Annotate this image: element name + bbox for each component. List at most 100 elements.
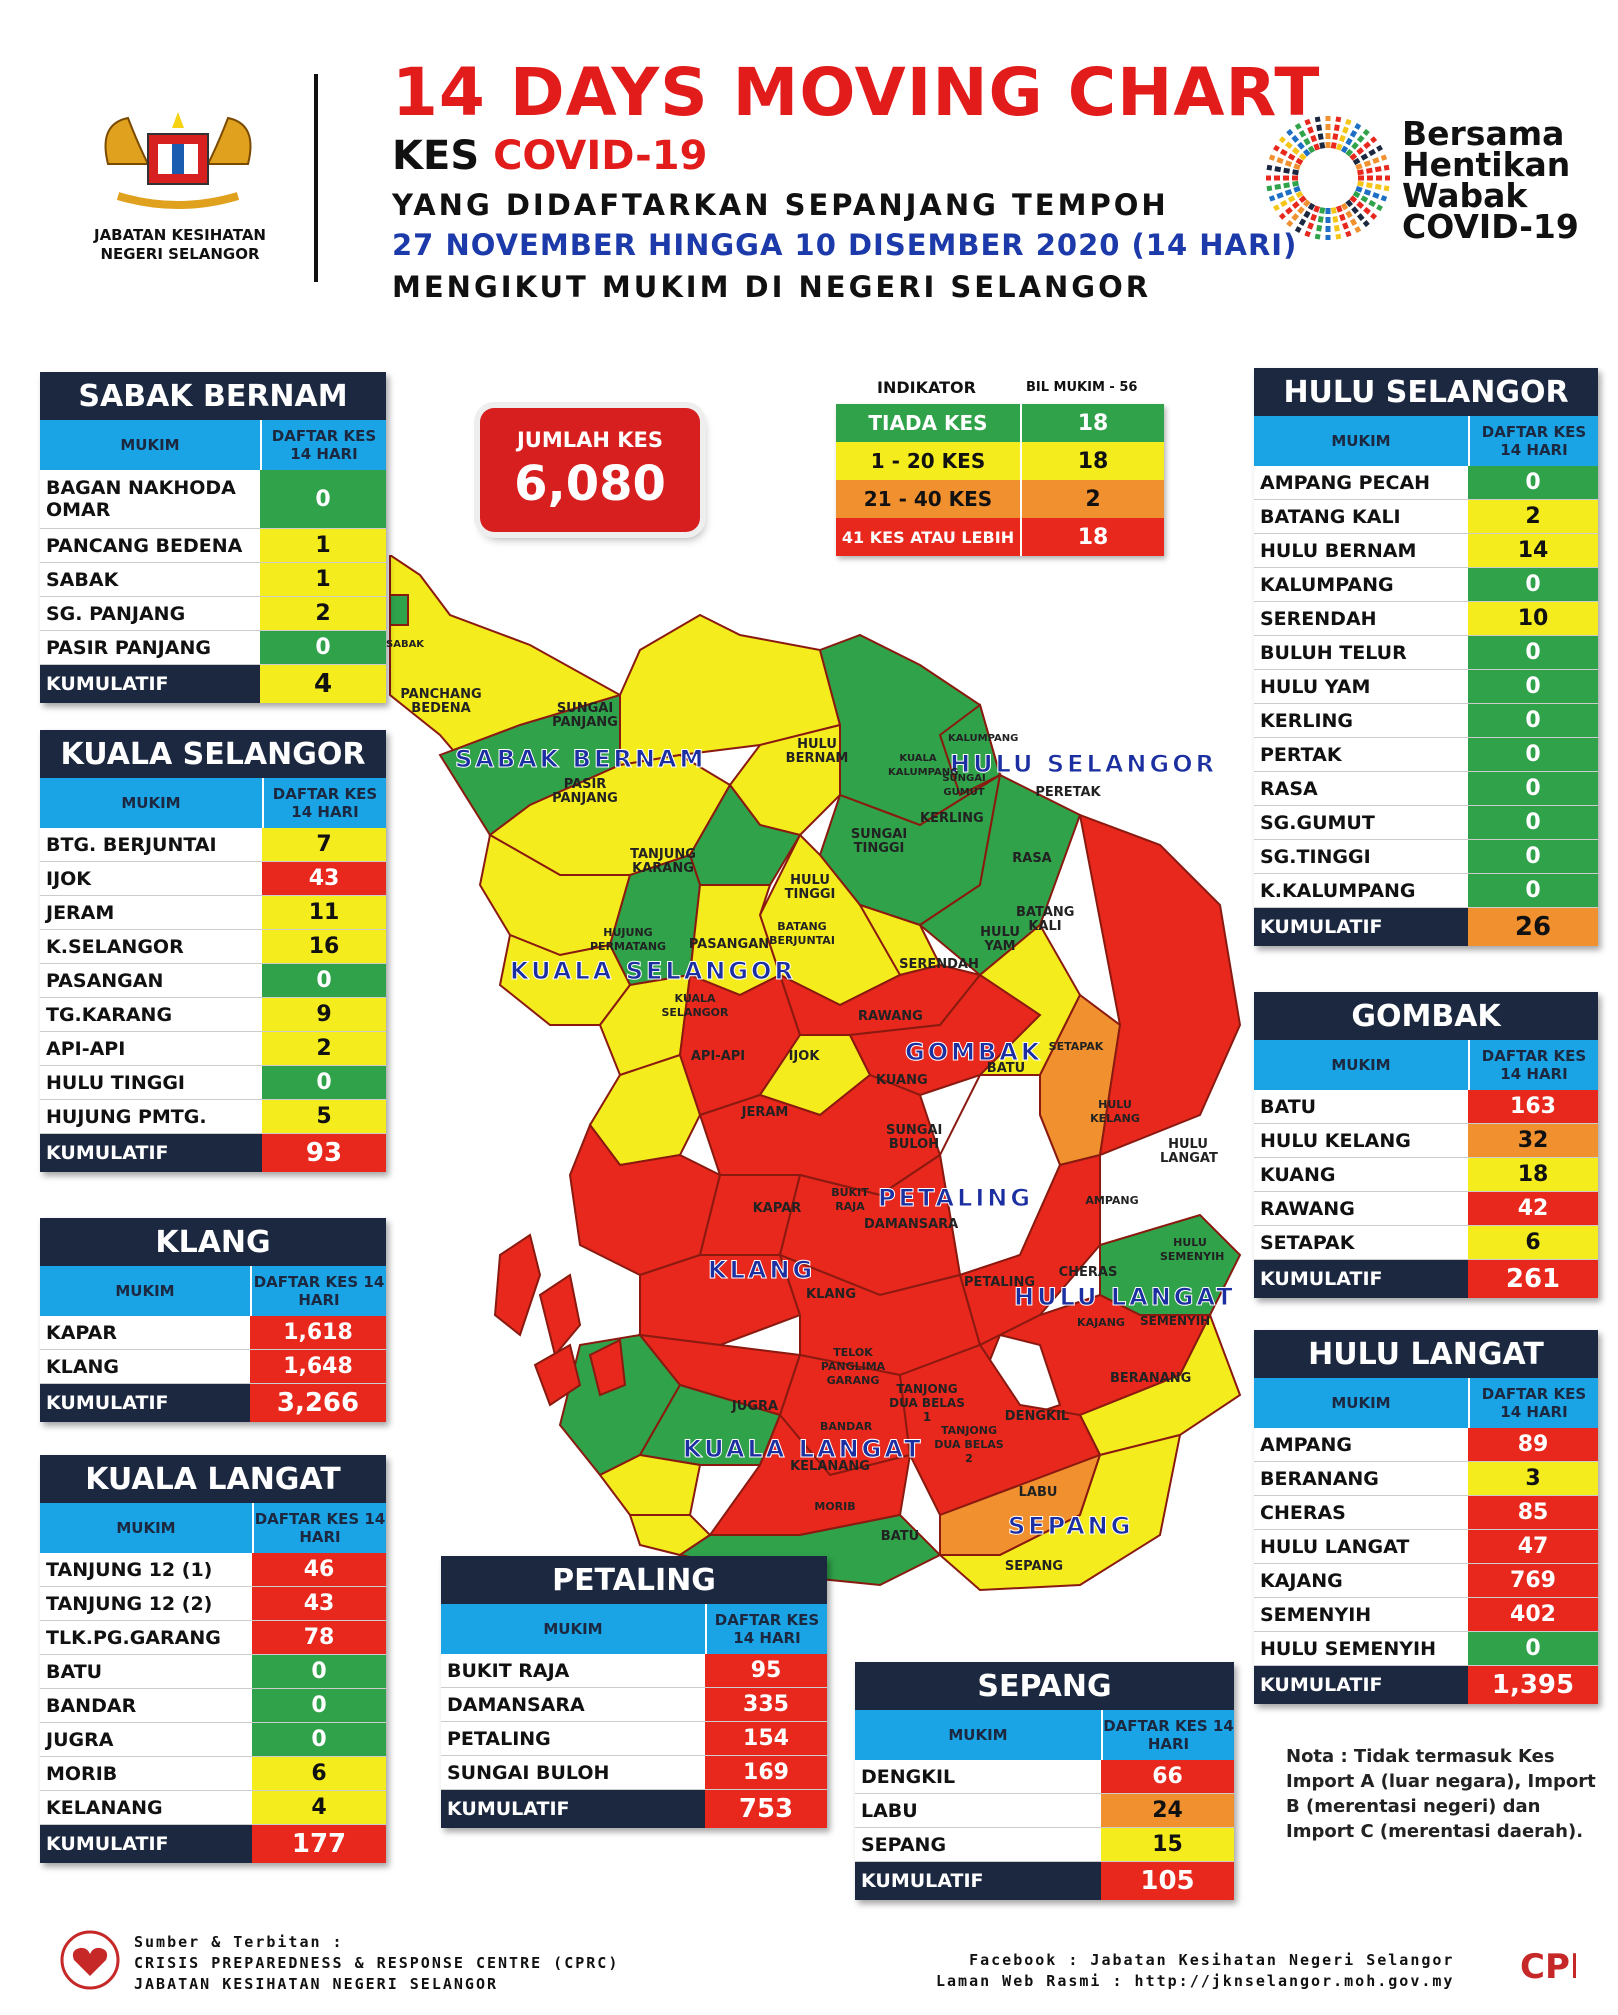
cumulative-label: KUMULATIF	[46, 1392, 169, 1414]
table-row: RASA 0	[1254, 772, 1598, 806]
case-count: 14	[1468, 534, 1598, 567]
table-petaling: PETALING MUKIM DAFTAR KES 14 HARI BUKIT RAJ…	[441, 1556, 827, 1828]
map-label-petaling: PETALING	[877, 1184, 1034, 1213]
table-row: HULU YAM 0	[1254, 670, 1598, 704]
map-label-kuala-langat: KUALA LANGAT	[682, 1435, 924, 1464]
table-gombak: GOMBAK MUKIM DAFTAR KES 14 HARI BATU 163 HULU…	[1254, 992, 1598, 1298]
case-count: 2	[260, 597, 386, 630]
table-header: MUKIM DAFTAR KES 14 HARI	[40, 778, 386, 828]
case-count: 3	[1468, 1462, 1598, 1495]
map-mukim-label: PETALING	[964, 1275, 1035, 1290]
cumulative-value: 3,266	[250, 1384, 386, 1422]
case-count: 24	[1101, 1794, 1234, 1827]
cprk-logo-icon: CPK	[1516, 1938, 1598, 1994]
case-count: 0	[1468, 1632, 1598, 1665]
mukim-name: PETALING	[447, 1727, 551, 1750]
map-mukim-label: HUJUNG PERMATANG	[590, 926, 667, 953]
cases-column-header: DAFTAR KES 14 HARI	[1481, 1047, 1587, 1083]
legend-count: 18	[1077, 448, 1109, 474]
case-count: 0	[252, 1723, 386, 1756]
mukim-name: TLK.PG.GARANG	[46, 1626, 221, 1649]
case-count: 5	[262, 1100, 386, 1133]
footer-source-line: Sumber & Terbitan :	[134, 1933, 344, 1951]
legend-row-1-20: 1 - 20 KES 18	[836, 442, 1164, 480]
table-header: MUKIM DAFTAR KES 14 HARI	[441, 1604, 827, 1654]
table-row: BATU 0	[40, 1655, 386, 1689]
cumulative-row: KUMULATIF 93	[40, 1134, 386, 1172]
cumulative-row: KUMULATIF 753	[441, 1790, 827, 1828]
mukim-name: BATANG KALI	[1260, 505, 1401, 528]
cases-column-header: DAFTAR KES 14 HARI	[714, 1611, 820, 1647]
cumulative-row: KUMULATIF 1,395	[1254, 1666, 1598, 1704]
case-count: 0	[260, 470, 386, 528]
case-count: 42	[1468, 1192, 1598, 1225]
map-mukim-label: PANCHANG BEDENA	[400, 687, 482, 716]
map-mukim-label: LABU	[1018, 1485, 1058, 1500]
map-mukim-label: HULU KELANG	[1090, 1098, 1140, 1125]
table-row: TANJUNG 12 (1) 46	[40, 1553, 386, 1587]
table-row: KAPAR 1,618	[40, 1316, 386, 1350]
cumulative-label: KUMULATIF	[1260, 1268, 1383, 1290]
cases-column-header: DAFTAR KES 14 HARI	[253, 1273, 385, 1309]
cases-column-header: DAFTAR KES 14 HARI	[1103, 1717, 1234, 1753]
page-title: 14 DAYS MOVING CHART	[392, 54, 1321, 131]
mukim-name: PASANGAN	[46, 969, 164, 992]
cases-column-header: DAFTAR KES 14 HARI	[272, 785, 378, 821]
legend-count: 18	[1077, 524, 1109, 550]
map-label-klang: KLANG	[707, 1256, 816, 1285]
district-title: HULU SELANGOR	[1254, 368, 1598, 416]
map-mukim-label: KERLING	[920, 811, 984, 826]
legend-count: 18	[1077, 410, 1109, 436]
website-link[interactable]: Laman Web Rasmi : http://jknselangor.moh…	[936, 1972, 1455, 1990]
mukim-name: RASA	[1260, 777, 1318, 800]
mukim-name: JERAM	[46, 901, 115, 924]
cumulative-label: KUMULATIF	[861, 1870, 984, 1892]
cumulative-label: KUMULATIF	[447, 1798, 570, 1820]
table-row: JUGRA 0	[40, 1723, 386, 1757]
map-mukim-label: BATANG BERJUNTAI	[769, 920, 835, 947]
region-kelanang	[598, 1453, 702, 1516]
map-mukim-label: CHERAS	[1058, 1265, 1118, 1280]
case-count: 0	[1468, 704, 1598, 737]
facebook-link[interactable]: Facebook : Jabatan Kesihatan Negeri Sela…	[969, 1951, 1455, 1969]
map-mukim-label: BATU	[880, 1529, 920, 1544]
cumulative-label: KUMULATIF	[1260, 1674, 1383, 1696]
map-mukim-label: KAJANG	[1077, 1316, 1125, 1329]
case-count: 11	[262, 896, 386, 929]
district-title: KLANG	[40, 1218, 386, 1266]
case-count: 2	[262, 1032, 386, 1065]
mukim-name: HULU LANGAT	[1260, 1535, 1410, 1558]
table-row: PETALING 154	[441, 1722, 827, 1756]
cprc-logo-icon	[60, 1930, 120, 1990]
map-mukim-label: SUNGAI BULOH	[886, 1123, 943, 1152]
table-row: KLANG 1,648	[40, 1350, 386, 1384]
footer-source-line: JABATAN KESIHATAN NEGERI SELANGOR	[134, 1975, 499, 1993]
map-mukim-label: KUANG	[876, 1073, 928, 1088]
table-row: SERENDAH 10	[1254, 602, 1598, 636]
case-count: 0	[1468, 840, 1598, 873]
case-count: 1,618	[250, 1316, 386, 1349]
campaign-line-2: Hentikan	[1402, 145, 1571, 184]
mukim-name: BATU	[46, 1660, 103, 1683]
case-count: 10	[1468, 602, 1598, 635]
map-mukim-label: JERAM	[741, 1105, 789, 1120]
table-sabak-bernam: SABAK BERNAM MUKIM DAFTAR KES 14 HARI BAGAN…	[40, 372, 386, 703]
table-row: SABAK 1	[40, 563, 386, 597]
case-count: 18	[1468, 1158, 1598, 1191]
cumulative-row: KUMULATIF 105	[855, 1862, 1234, 1900]
case-count: 0	[252, 1689, 386, 1722]
region-pulau-ketam	[493, 1233, 542, 1337]
mukim-name: JUGRA	[46, 1728, 114, 1751]
table-header: MUKIM DAFTAR KES 14 HARI	[40, 1266, 386, 1316]
mukim-name: SABAK	[46, 568, 119, 591]
mukim-name: SG.GUMUT	[1260, 811, 1375, 834]
map-mukim-label: SUNGAI TINGGI	[850, 827, 908, 856]
mukim-name: TANJUNG 12 (1)	[46, 1558, 213, 1581]
map-mukim-label: PASANGAN	[688, 937, 770, 952]
legend-row-tiada: TIADA KES 18	[836, 404, 1164, 442]
case-count: 163	[1468, 1090, 1598, 1123]
mukim-name: KALUMPANG	[1260, 573, 1394, 596]
table-row: SG. PANJANG 2	[40, 597, 386, 631]
map-mukim-label: KALUMPANG	[948, 733, 1019, 744]
case-count: 0	[262, 964, 386, 997]
